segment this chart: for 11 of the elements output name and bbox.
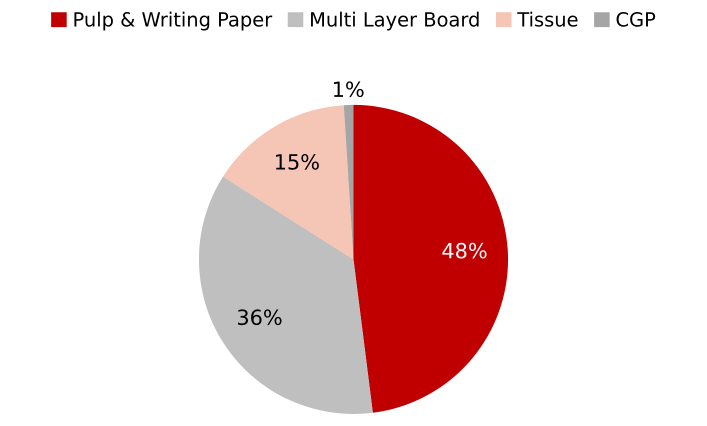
pie-slice bbox=[198, 176, 373, 414]
data-label: 48% bbox=[442, 242, 487, 259]
legend-label: Pulp & Writing Paper bbox=[74, 12, 272, 30]
pie-slice bbox=[354, 104, 508, 413]
legend-label: Tissue bbox=[517, 12, 578, 27]
data-label: 1% bbox=[334, 81, 364, 98]
legend-label: CGP bbox=[616, 12, 656, 27]
data-label: 36% bbox=[238, 309, 282, 326]
legend-label: Multi Layer Board bbox=[311, 12, 479, 30]
data-label: 15% bbox=[276, 154, 319, 170]
pie-slice bbox=[223, 105, 354, 260]
